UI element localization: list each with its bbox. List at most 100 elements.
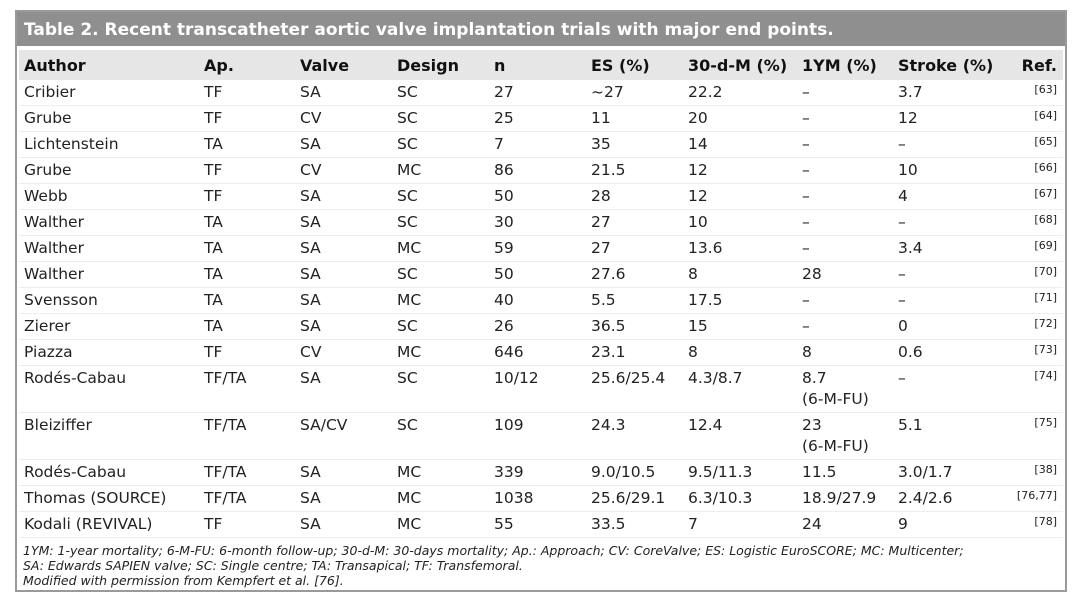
cell: 28 <box>586 183 683 210</box>
reference: [67] <box>1003 183 1063 210</box>
cell: SC <box>392 183 489 210</box>
cell: SC <box>392 365 489 413</box>
cell: 8.7 (6-M-FU) <box>797 365 893 413</box>
reference: [64] <box>1003 105 1063 132</box>
cell: TF/TA <box>199 459 295 486</box>
cell: TA <box>199 131 295 158</box>
column-header: 1YM (%) <box>797 50 893 80</box>
cell: 10 <box>683 209 797 236</box>
cell: – <box>893 131 1003 158</box>
cell: Lichtenstein <box>19 131 199 158</box>
footnote-line: 1YM: 1-year mortality; 6-M-FU: 6-month f… <box>23 543 964 558</box>
cell: TA <box>199 287 295 314</box>
cell: SA <box>295 459 392 486</box>
cell: SA <box>295 287 392 314</box>
cell: 27.6 <box>586 261 683 288</box>
cell: 3.7 <box>893 80 1003 106</box>
reference: [70] <box>1003 261 1063 288</box>
reference: [76,77] <box>1003 485 1063 512</box>
cell: 27 <box>586 235 683 262</box>
cell: TF <box>199 511 295 538</box>
cell: 26 <box>489 313 586 340</box>
cell: 55 <box>489 511 586 538</box>
reference: [63] <box>1003 80 1063 106</box>
cell: 18.9/27.9 <box>797 485 893 512</box>
cell: 24.3 <box>586 412 683 460</box>
cell: – <box>797 80 893 106</box>
cell: 5.5 <box>586 287 683 314</box>
cell: – <box>893 209 1003 236</box>
cell: 0.6 <box>893 339 1003 366</box>
cell: – <box>893 365 1003 413</box>
reference: [74] <box>1003 365 1063 413</box>
cell: 22.2 <box>683 80 797 106</box>
cell: MC <box>392 511 489 538</box>
cell: 8 <box>797 339 893 366</box>
cell: SC <box>392 209 489 236</box>
cell: TA <box>199 313 295 340</box>
cell: 109 <box>489 412 586 460</box>
footnote-line: SA: Edwards SAPIEN valve; SC: Single cen… <box>23 558 523 573</box>
cell: SA <box>295 485 392 512</box>
cell: Piazza <box>19 339 199 366</box>
reference: [66] <box>1003 157 1063 184</box>
cell: SA <box>295 80 392 106</box>
table-row: Walther TA SA MC 59 27 13.6–3.4 [69] <box>19 235 1063 262</box>
cell: 50 <box>489 183 586 210</box>
cell: 33.5 <box>586 511 683 538</box>
cell: Walther <box>19 235 199 262</box>
column-header: Ref. <box>1003 50 1063 80</box>
cell: 12 <box>893 105 1003 132</box>
column-header: ES (%) <box>586 50 683 80</box>
table-row: Lichtenstein TA SA SC 7 35 14– – [65] <box>19 131 1063 158</box>
cell: MC <box>392 157 489 184</box>
cell: – <box>893 287 1003 314</box>
cell: 86 <box>489 157 586 184</box>
cell: 50 <box>489 261 586 288</box>
cell: 25.6/25.4 <box>586 365 683 413</box>
cell: 12 <box>683 157 797 184</box>
table-row: Bleiziffer TF/TA SA/CV SC 109 24.3 12.4 23 (6-M… <box>19 412 1063 460</box>
cell: MC <box>392 287 489 314</box>
cell: 4 <box>893 183 1003 210</box>
table-row: Thomas (SOURCE) TF/TA SA MC 1038 25.6/29.1 6.3… <box>19 485 1063 512</box>
cell: SA/CV <box>295 412 392 460</box>
cell: 339 <box>489 459 586 486</box>
cell: TF <box>199 157 295 184</box>
cell: 4.3/8.7 <box>683 365 797 413</box>
column-header: n <box>489 50 586 80</box>
table-row: Webb TF SA SC 50 28 12–4 [67] <box>19 183 1063 210</box>
cell: SA <box>295 511 392 538</box>
cell: 7 <box>683 511 797 538</box>
reference: [65] <box>1003 131 1063 158</box>
table-row: Rodés-Cabau TF/TA SA SC 10/12 25.6/25.4 4.3/8.… <box>19 365 1063 413</box>
cell: SC <box>392 412 489 460</box>
cell: 3.0/1.7 <box>893 459 1003 486</box>
reference: [72] <box>1003 313 1063 340</box>
cell: 28 <box>797 261 893 288</box>
table-row: Cribier TF SA SC 27 ~27 22.2–3.7 [63] <box>19 80 1063 106</box>
cell: Kodali (REVIVAL) <box>19 511 199 538</box>
cell: TA <box>199 209 295 236</box>
cell: – <box>797 131 893 158</box>
table-frame: Table 2. Recent transcatheter aortic val… <box>15 10 1067 592</box>
cell: Webb <box>19 183 199 210</box>
cell: – <box>893 261 1003 288</box>
column-header: Design <box>392 50 489 80</box>
cell: 6.3/10.3 <box>683 485 797 512</box>
cell: 20 <box>683 105 797 132</box>
table-row: Walther TA SA SC 30 27 10– – [68] <box>19 209 1063 236</box>
cell: 30 <box>489 209 586 236</box>
cell: 9.5/11.3 <box>683 459 797 486</box>
cell: 7 <box>489 131 586 158</box>
cell: MC <box>392 235 489 262</box>
cell: MC <box>392 459 489 486</box>
cell: CV <box>295 157 392 184</box>
cell: Grube <box>19 105 199 132</box>
cell: – <box>797 313 893 340</box>
cell: 12.4 <box>683 412 797 460</box>
cell: CV <box>295 339 392 366</box>
cell: – <box>797 287 893 314</box>
cell: 35 <box>586 131 683 158</box>
cell: SA <box>295 183 392 210</box>
